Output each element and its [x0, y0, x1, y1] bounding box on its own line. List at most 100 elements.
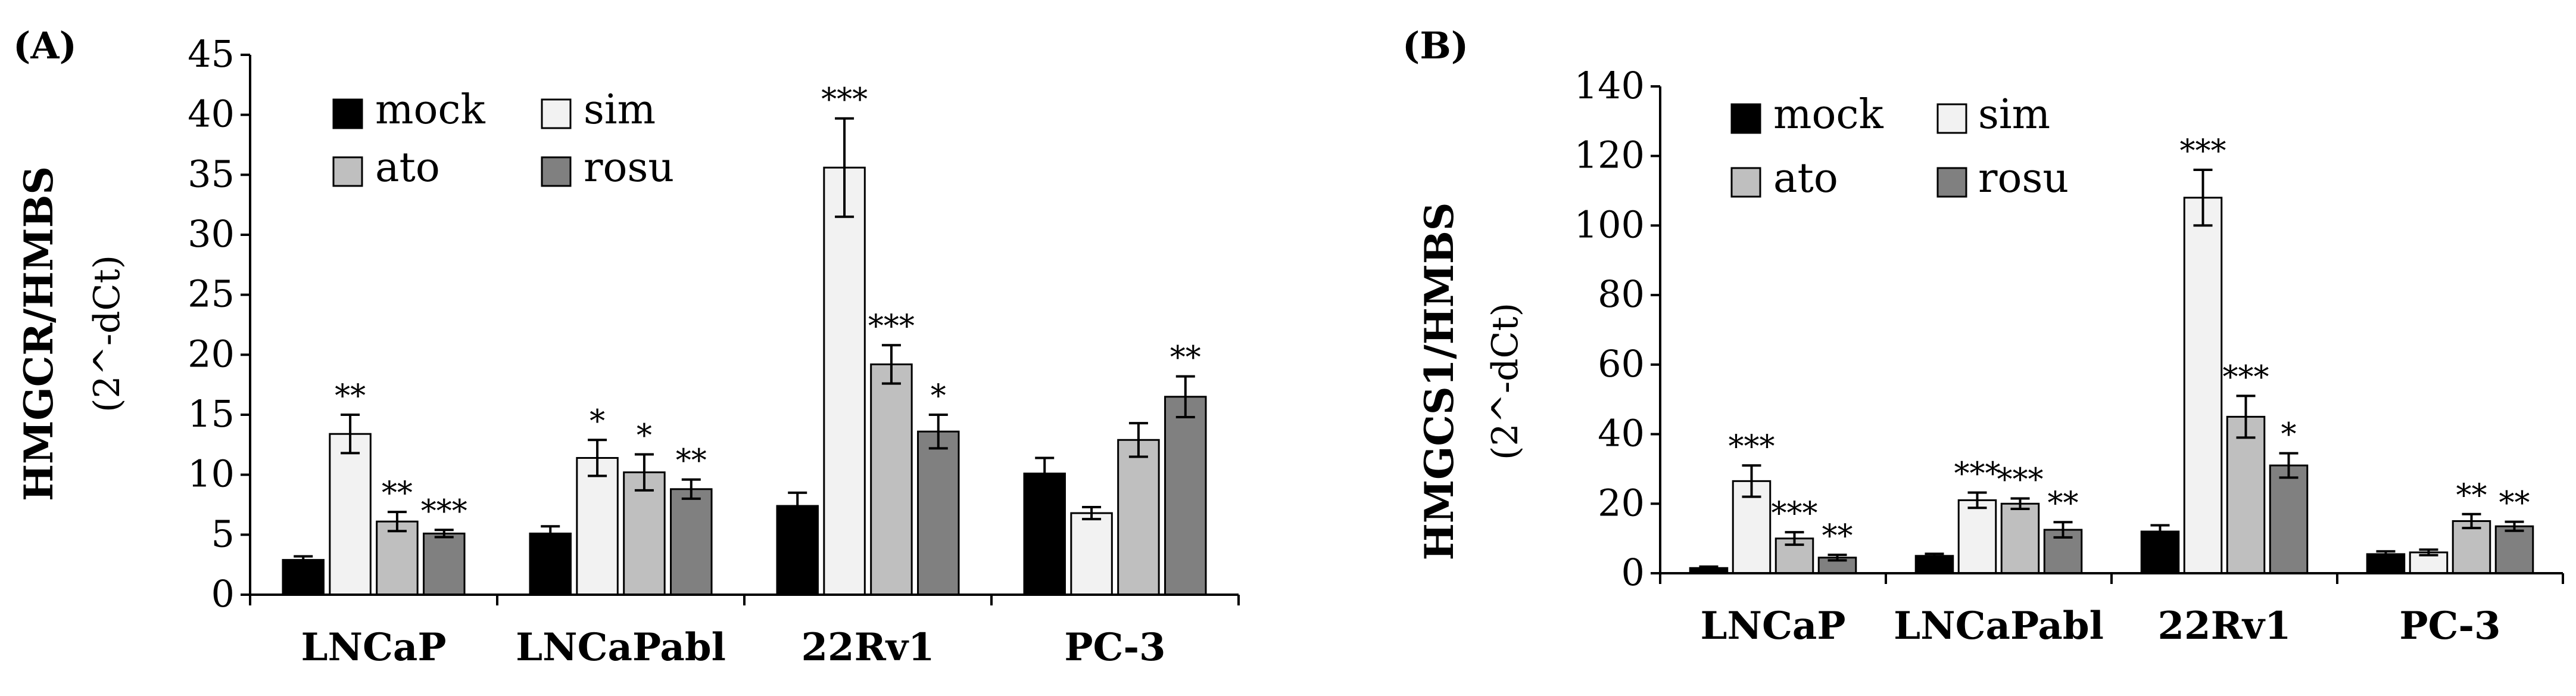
bar-sim: [329, 433, 372, 596]
significance-label: ***: [821, 82, 868, 118]
significance-label: ***: [2223, 359, 2269, 395]
significance-label: ***: [868, 309, 915, 344]
significance-label: *: [637, 418, 652, 453]
legend-swatch-mock: [1730, 103, 1761, 134]
bar-ato: [376, 520, 419, 596]
axes-b: [1659, 86, 2564, 584]
bar-mock: [529, 532, 572, 596]
category-label: PC-3: [2399, 604, 2500, 648]
bars-a: ******** ************: [282, 82, 1207, 596]
legend-label-mock: mock: [375, 86, 486, 133]
legend-label-rosu: rosu: [584, 144, 674, 191]
legend-swatch-sim: [541, 98, 572, 129]
y-tick-label: 140: [1574, 64, 1645, 107]
significance-label: **: [1822, 518, 1853, 554]
y-ticks-a: 0 5 10 15 20 25 30 35 40 45: [188, 32, 250, 616]
legend-label-ato: ato: [375, 144, 440, 191]
significance-label: **: [676, 443, 707, 479]
category-label: LNCaP: [1700, 604, 1845, 648]
category-labels-a: LNCaP LNCaPabl 22Rv1 PC-3: [301, 625, 1165, 670]
significance-label: ***: [1728, 429, 1774, 465]
bar-ato: [2226, 415, 2266, 574]
significance-label: *: [590, 403, 605, 439]
y-tick-label: 10: [188, 452, 235, 496]
significance-label: **: [1170, 340, 1201, 376]
significance-label: **: [2048, 486, 2079, 521]
panel-label-b: (B): [1402, 24, 1468, 67]
y-tick-label: 45: [188, 32, 235, 76]
category-label: LNCaP: [301, 625, 446, 670]
y-tick-label: 20: [188, 332, 235, 375]
bar-mock: [282, 559, 325, 596]
legend-swatch-rosu: [1936, 167, 1967, 198]
significance-label: ***: [1772, 496, 1818, 532]
category-label: LNCaPabl: [1894, 604, 2104, 648]
bar-rosu: [670, 488, 713, 596]
bar-rosu: [423, 532, 466, 596]
legend-swatch-ato: [332, 156, 363, 187]
bar-sim: [2183, 197, 2223, 574]
legend-label-mock: mock: [1773, 91, 1884, 138]
panel-label-a: (A): [13, 24, 77, 67]
category-label: 22Rv1: [802, 625, 935, 670]
significance-label: ***: [1997, 462, 2044, 498]
legend-swatch-rosu: [541, 156, 572, 187]
bar-sim: [1957, 499, 1997, 574]
category-label: 22Rv1: [2158, 604, 2291, 648]
bar-ato: [2000, 502, 2040, 574]
category-labels-b: LNCaP LNCaPabl 22Rv1 PC-3: [1700, 604, 2500, 648]
y-tick-label: 120: [1574, 133, 1645, 177]
y-tick-label: 25: [188, 272, 235, 316]
y-axis-title-b: HMGCS1/HMBS: [1416, 203, 1462, 561]
bar-sim: [576, 456, 619, 596]
y-tick-label: 80: [1598, 272, 1645, 316]
y-tick-label: 15: [188, 392, 235, 436]
legend-swatch-sim: [1936, 103, 1967, 134]
bar-ato: [1117, 439, 1160, 596]
y-tick-label: 35: [188, 152, 235, 195]
bar-sim: [1070, 512, 1113, 596]
category-label: PC-3: [1064, 625, 1165, 670]
y-axis-title-a: HMGCR/HMBS: [15, 166, 62, 501]
legend-label-rosu: rosu: [1978, 155, 2069, 202]
legend-swatch-mock: [332, 98, 363, 129]
legend-swatch-ato: [1730, 167, 1761, 198]
significance-label: ***: [421, 493, 467, 529]
legend-b: mock sim ato rosu: [1730, 91, 2069, 202]
legend-a: mock sim ato rosu: [332, 86, 674, 191]
axes-a: [249, 55, 1240, 605]
y-tick-label: 60: [1598, 342, 1645, 386]
bar-ato: [870, 363, 913, 596]
y-ticks-b: 0 20 40 60 80 100 120 140: [1574, 64, 1660, 594]
significance-label: *: [2281, 417, 2297, 453]
y-tick-label: 30: [188, 212, 235, 256]
significance-label: ***: [1954, 456, 2000, 492]
y-tick-label: 20: [1598, 481, 1645, 524]
y-tick-label: 100: [1574, 203, 1645, 246]
y-tick-label: 40: [1598, 412, 1645, 455]
y-tick-label: 0: [1621, 551, 1645, 594]
panel-a: (A) HMGCR/HMBS (2^-dCt) 0 5 10 15 20 25 30 35 40…: [13, 24, 1240, 670]
significance-label: ***: [2179, 133, 2226, 169]
y-axis-unit-b: (2^-dCt): [1485, 303, 1526, 460]
y-tick-label: 5: [211, 512, 235, 555]
bar-ato: [2452, 520, 2491, 574]
bar-mock: [1023, 473, 1066, 596]
significance-label: **: [2499, 486, 2530, 521]
significance-label: **: [2456, 478, 2487, 514]
bar-sim: [823, 166, 866, 596]
y-tick-label: 40: [188, 92, 235, 136]
bar-rosu: [917, 430, 960, 596]
bars-b: ************************* **: [1689, 133, 2534, 574]
significance-label: **: [382, 476, 413, 511]
bar-rosu: [2269, 464, 2309, 574]
category-label: LNCaPabl: [516, 625, 726, 670]
significance-label: **: [335, 378, 366, 414]
y-axis-unit-a: (2^-dCt): [86, 255, 128, 412]
y-tick-label: 0: [211, 572, 235, 616]
bar-ato: [1774, 537, 1814, 574]
bar-rosu: [2494, 525, 2534, 574]
legend-label-sim: sim: [1978, 91, 2050, 138]
legend-label-ato: ato: [1773, 155, 1838, 202]
